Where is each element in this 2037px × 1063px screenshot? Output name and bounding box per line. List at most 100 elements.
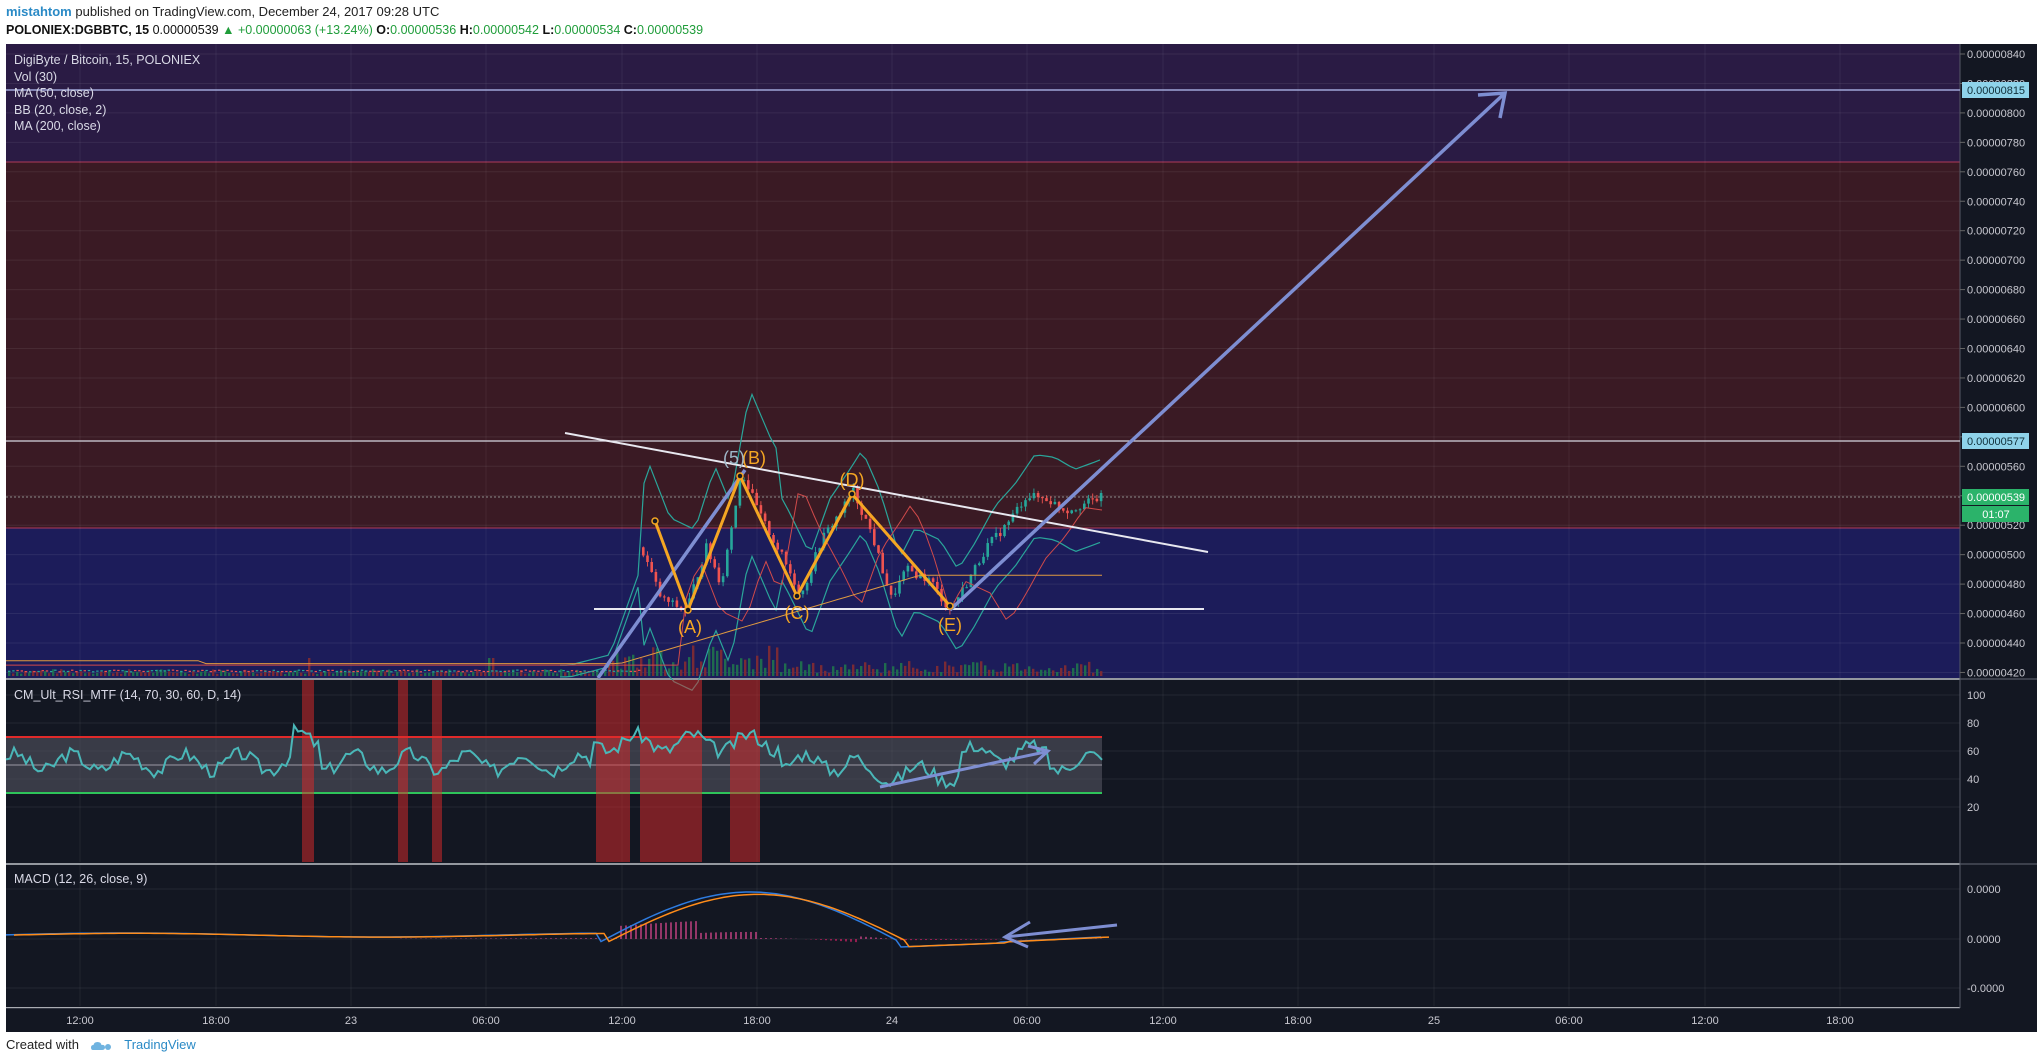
candle-body — [562, 670, 565, 672]
volume-bar — [684, 661, 687, 676]
volume-bar — [220, 670, 223, 676]
volume-bar — [188, 673, 191, 676]
candle-body — [323, 671, 326, 673]
volume-bar — [412, 672, 415, 676]
volume-bar — [92, 673, 95, 676]
candle-body — [205, 669, 208, 672]
price-tick-label: 0.00000420 — [1967, 667, 2025, 679]
macd-tick-label: 0.0000 — [1967, 884, 2001, 896]
legend-ma50[interactable]: MA (50, close) — [14, 86, 94, 100]
candle-body — [721, 576, 725, 583]
candle-body — [129, 671, 133, 673]
macd-title[interactable]: MACD (12, 26, close, 9) — [14, 872, 148, 886]
legend-title[interactable]: DigiByte / Bitcoin, 15, POLONIEX — [14, 53, 201, 67]
candle-body — [667, 597, 670, 602]
candle-body — [831, 526, 834, 528]
volume-bar — [612, 660, 615, 676]
volume-bar — [520, 669, 523, 676]
volume-bar — [864, 662, 867, 676]
volume-bar — [504, 670, 507, 676]
rsi-overbought-column — [432, 680, 442, 862]
volume-bar — [788, 668, 791, 676]
candle-body — [726, 549, 729, 577]
macd-tick-label: -0.0000 — [1967, 983, 2004, 995]
candle-body — [436, 670, 439, 672]
volume-bar — [1080, 664, 1083, 676]
tradingview-link[interactable]: TradingView — [124, 1037, 196, 1052]
candle-body — [1062, 508, 1065, 511]
last-price: 0.00000539 — [152, 23, 219, 37]
candle-body — [415, 670, 418, 672]
candle-body — [247, 670, 250, 673]
volume-bar — [80, 671, 83, 676]
rsi-title[interactable]: CM_Ult_RSI_MTF (14, 70, 30, 60, D, 14) — [14, 688, 242, 702]
volume-bar — [640, 658, 643, 676]
volume-bar — [712, 646, 715, 676]
volume-bar — [224, 670, 227, 676]
publisher-name[interactable]: mistahtom — [6, 4, 72, 19]
candle-body — [1087, 498, 1090, 504]
macd-tick-label: 0.0000 — [1967, 934, 2001, 946]
volume-bar — [344, 671, 347, 676]
volume-bar — [428, 672, 431, 676]
rsi-tick-label: 60 — [1967, 746, 1979, 758]
candle-body — [1045, 498, 1048, 502]
candle-body — [1007, 521, 1010, 525]
volume-bar — [992, 669, 995, 676]
legend-ma200[interactable]: MA (200, close) — [14, 119, 101, 133]
candle-body — [327, 669, 330, 671]
candle-body — [411, 670, 414, 672]
legend-vol[interactable]: Vol (30) — [14, 69, 58, 84]
price-tick-label: 0.00000680 — [1967, 285, 2025, 297]
candle-body — [482, 670, 485, 673]
volume-bar — [348, 669, 351, 676]
candle-body — [705, 543, 708, 565]
volume-bar — [756, 655, 759, 676]
open-label: O: — [376, 23, 391, 37]
candle-body — [176, 670, 179, 672]
volume-bar — [628, 656, 631, 676]
high-value: 0.00000542 — [472, 23, 539, 37]
volume-bar — [536, 672, 539, 676]
volume-bar — [32, 670, 35, 676]
publish-text: published on TradingView.com, December 2… — [75, 4, 440, 19]
candle-body — [889, 585, 893, 595]
volume-bar — [780, 672, 783, 676]
candle-body — [642, 547, 645, 556]
candle-body — [671, 600, 674, 602]
candle-body — [386, 670, 389, 672]
volume-bar — [36, 671, 39, 676]
volume-bar — [1056, 672, 1059, 676]
price-tick-label: 0.00000840 — [1967, 49, 2025, 61]
candle-body — [1020, 506, 1023, 508]
volume-bar — [744, 659, 747, 676]
time-tick-label: 25 — [1428, 1015, 1440, 1027]
candle-body — [478, 669, 481, 672]
candle-body — [495, 670, 498, 672]
volume-bar — [568, 671, 571, 676]
volume-bars — [8, 645, 1103, 676]
candle-body — [302, 669, 305, 672]
time-tick-label: 12:00 — [608, 1015, 636, 1027]
indicator-lines — [6, 392, 1103, 691]
candle-body — [533, 670, 536, 672]
candle-body — [453, 670, 456, 672]
volume-bar — [444, 672, 447, 676]
volume-bar — [696, 667, 699, 676]
candle-body — [239, 671, 242, 673]
volume-bar — [652, 647, 655, 676]
volume-bar — [960, 665, 963, 676]
candle-body — [1066, 510, 1069, 514]
volume-bar — [280, 671, 283, 676]
volume-bar — [608, 663, 611, 676]
volume-bar — [1012, 664, 1015, 676]
volume-bar — [52, 669, 55, 676]
candle-body — [507, 670, 511, 672]
volume-bar — [532, 671, 535, 676]
candle-body — [1032, 493, 1036, 499]
volume-bar — [1100, 671, 1103, 676]
macd-grid — [6, 865, 1960, 1006]
legend-bb[interactable]: BB (20, close, 2) — [14, 102, 107, 117]
volume-bar — [84, 673, 87, 676]
